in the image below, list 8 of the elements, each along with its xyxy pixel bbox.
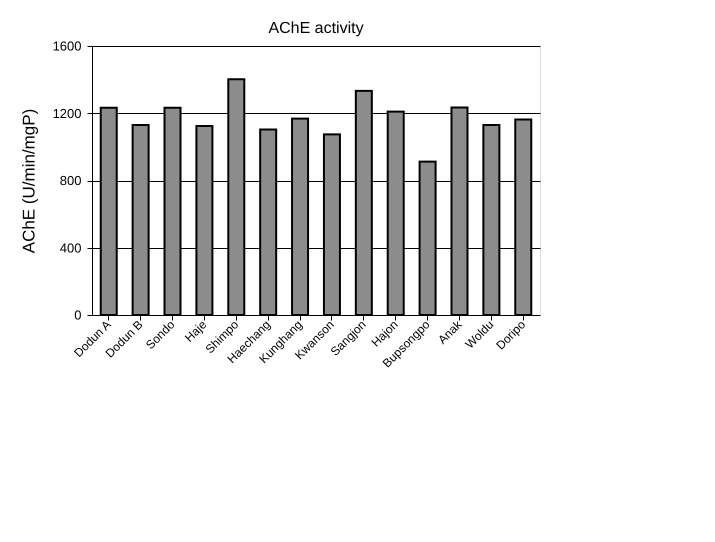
y-tick-label: 0 <box>74 308 82 322</box>
x-tick-label: Haje <box>182 317 210 345</box>
y-tick-label: 400 <box>60 240 82 256</box>
y-tick-label: 1600 <box>52 38 82 54</box>
y-axis-title: AChE (U/min/mgP) <box>20 108 39 254</box>
chart-title: AChE activity <box>268 20 364 37</box>
y-tick-label: 800 <box>60 173 82 188</box>
y-tick-label: 1200 <box>52 106 82 121</box>
